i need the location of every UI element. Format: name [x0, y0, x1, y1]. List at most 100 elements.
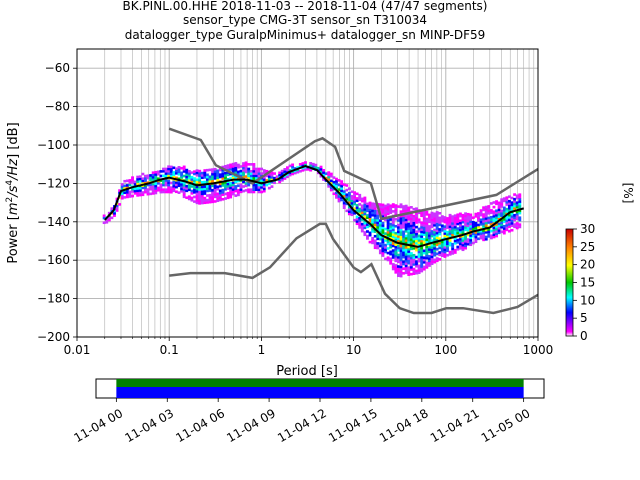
- psd-cell: [363, 221, 367, 225]
- psd-cell: [497, 210, 501, 214]
- psd-cell: [443, 246, 447, 249]
- psd-cell: [492, 215, 496, 218]
- psd-cell: [425, 266, 429, 269]
- psd-cell: [456, 218, 460, 221]
- psd-cell: [167, 174, 171, 178]
- psd-cell: [427, 264, 431, 267]
- psd-cell: [167, 169, 171, 173]
- psd-cell: [409, 263, 413, 267]
- psd-cell: [203, 185, 207, 188]
- psd-cell: [500, 230, 504, 234]
- psd-cell: [420, 223, 424, 227]
- psd-cell: [159, 190, 163, 194]
- psd-cell: [332, 187, 336, 191]
- psd-cell: [477, 214, 480, 218]
- psd-cell: [162, 181, 165, 185]
- psd-cell: [205, 187, 209, 190]
- psd-cell: [182, 181, 186, 185]
- psd-cell: [180, 187, 184, 191]
- psd-cell: [350, 211, 354, 214]
- psd-cell: [193, 200, 196, 203]
- psd-cell: [464, 228, 468, 232]
- psd-cell: [415, 230, 418, 234]
- psd-cell: [280, 176, 284, 180]
- psd-cell: [234, 162, 238, 165]
- psd-cell: [384, 234, 387, 238]
- psd-cell: [420, 246, 424, 250]
- psd-cell: [340, 184, 344, 188]
- psd-cell: [427, 250, 431, 254]
- psd-cell: [257, 186, 261, 189]
- psd-cell: [415, 260, 418, 263]
- psd-cell: [469, 225, 473, 228]
- psd-cell: [427, 248, 431, 251]
- psd-cell: [425, 263, 429, 267]
- psd-cell: [187, 179, 191, 182]
- psd-cell: [236, 179, 240, 183]
- psd-cell: [164, 188, 168, 191]
- psd-cell: [234, 164, 238, 167]
- psd-cell: [407, 215, 411, 219]
- psd-cell: [513, 218, 517, 222]
- psd-cell: [332, 192, 336, 196]
- psd-cell: [412, 270, 416, 273]
- psd-cell: [125, 188, 129, 192]
- psd-cell: [407, 271, 411, 274]
- psd-cell: [366, 207, 369, 210]
- psd-cell: [110, 216, 114, 220]
- psd-cell: [505, 221, 509, 225]
- psd-cell: [105, 220, 109, 224]
- psd-cell: [205, 178, 209, 181]
- psd-cell: [208, 177, 212, 181]
- psd-cell: [190, 198, 194, 202]
- psd-cell: [495, 209, 498, 213]
- psd-cell: [386, 212, 390, 216]
- psd-cell: [397, 272, 400, 275]
- psd-cell: [347, 208, 351, 211]
- psd-cell: [479, 232, 483, 235]
- psd-cell: [381, 251, 385, 255]
- colorbar: [565, 228, 574, 337]
- psd-cell: [412, 230, 416, 234]
- psd-cell: [394, 204, 398, 207]
- psd-cell: [376, 214, 380, 218]
- psd-cell: [482, 213, 486, 216]
- psd-cell: [420, 237, 424, 241]
- psd-cell: [402, 205, 406, 208]
- psd-cell: [443, 227, 447, 231]
- psd-cell: [497, 229, 501, 232]
- psd-cell: [195, 180, 199, 184]
- psd-cell: [427, 255, 431, 258]
- psd-cell: [164, 167, 168, 171]
- psd-cell: [458, 242, 462, 246]
- psd-cell: [458, 240, 462, 243]
- psd-cell: [262, 187, 266, 191]
- psd-cell: [510, 208, 514, 211]
- psd-cell: [376, 242, 380, 245]
- psd-cell: [453, 232, 457, 236]
- psd-cell: [167, 190, 171, 194]
- psd-cell: [151, 185, 155, 188]
- psd-cell: [285, 166, 289, 169]
- psd-cell: [407, 206, 411, 210]
- psd-cell: [404, 250, 408, 254]
- psd-cell: [224, 188, 227, 191]
- psd-cell: [355, 206, 359, 209]
- psd-cell: [260, 183, 264, 187]
- psd-cell: [141, 186, 145, 190]
- psd-cell: [394, 208, 398, 212]
- psd-cell: [249, 169, 253, 173]
- psd-cell: [456, 222, 460, 226]
- psd-cell: [505, 207, 509, 211]
- psd-cell: [492, 217, 496, 220]
- psd-cell: [358, 196, 362, 199]
- psd-cell: [337, 179, 341, 182]
- psd-cell: [177, 182, 181, 185]
- psd-cell: [371, 223, 375, 226]
- psd-cell: [417, 236, 421, 240]
- psd-cell: [466, 226, 470, 230]
- psd-cell: [466, 233, 470, 237]
- psd-cell: [340, 191, 344, 195]
- psd-cell: [409, 256, 413, 260]
